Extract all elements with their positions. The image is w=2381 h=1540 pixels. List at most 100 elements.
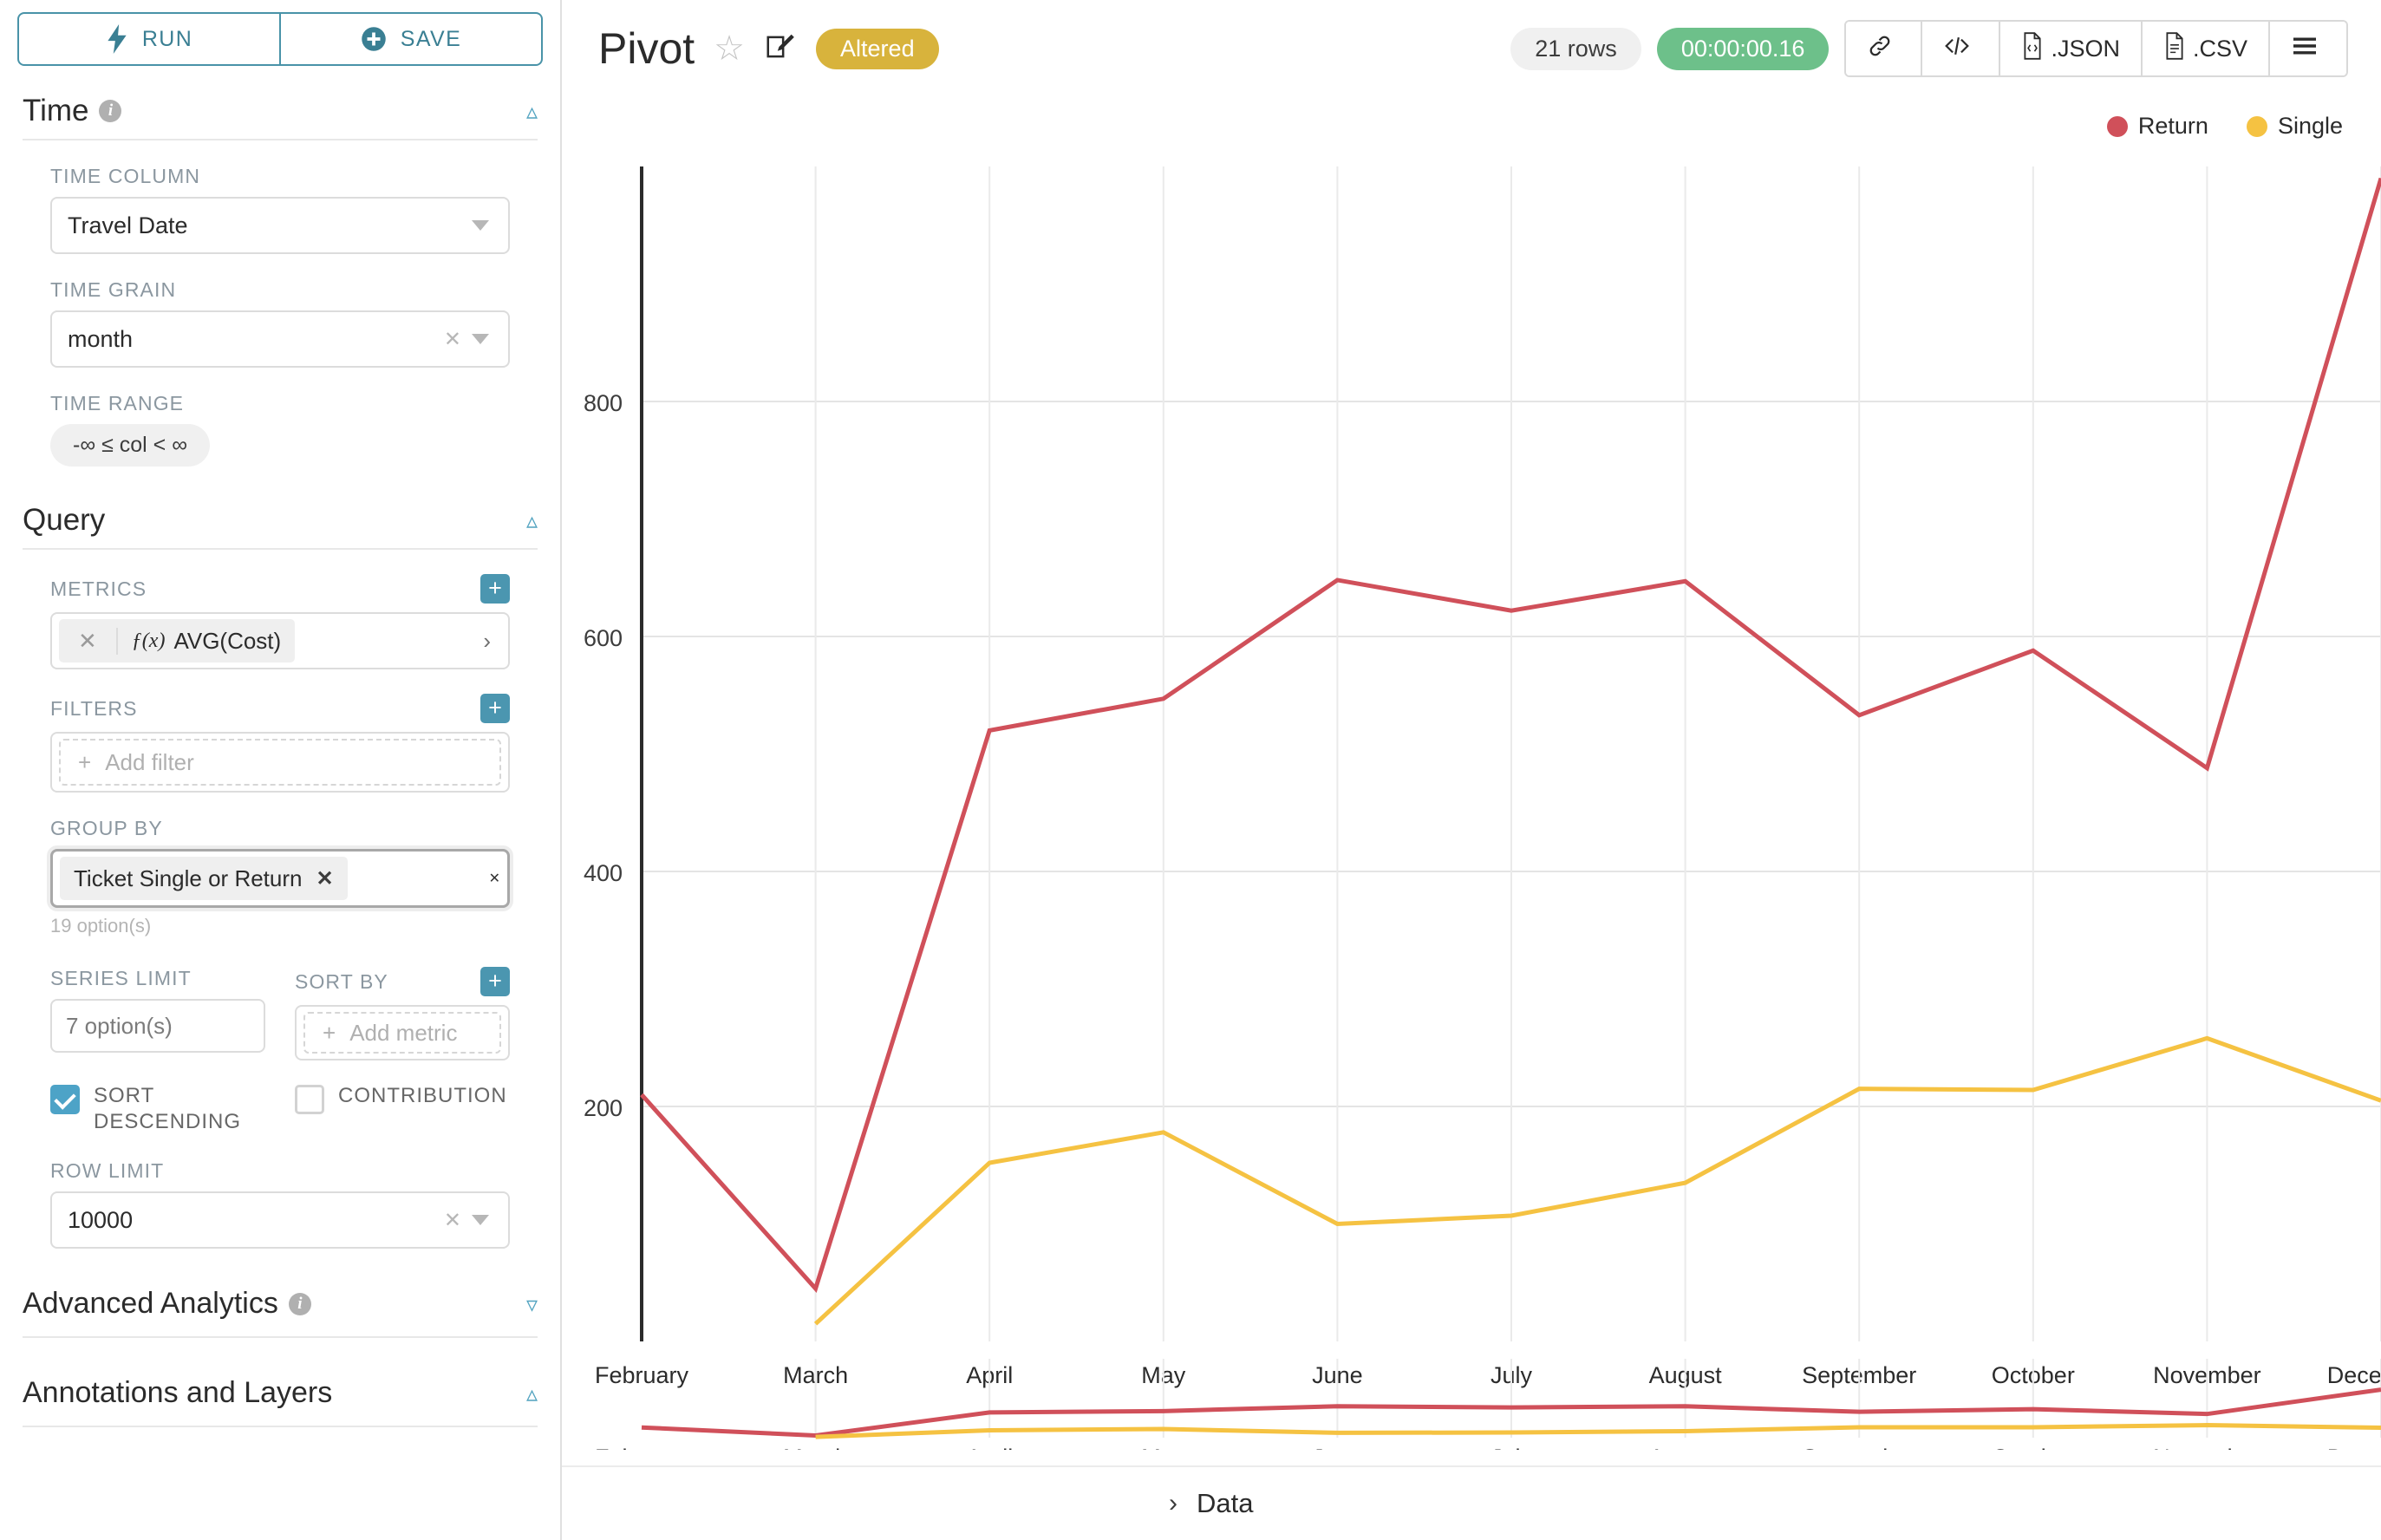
time-column-value: Travel Date bbox=[68, 212, 188, 238]
filters-label-row: FILTERS + bbox=[50, 694, 510, 723]
annotations-title: Annotations and Layers bbox=[23, 1376, 333, 1409]
contribution-checkbox[interactable]: CONTRIBUTION bbox=[295, 1083, 510, 1135]
y-axis-tick-label: 200 bbox=[584, 1095, 623, 1121]
remove-group-by-icon[interactable]: ✕ bbox=[316, 866, 334, 891]
chevron-up-icon[interactable]: ▵ bbox=[525, 1380, 538, 1406]
chevron-up-icon[interactable]: ▵ bbox=[525, 507, 538, 533]
save-button[interactable]: SAVE bbox=[281, 12, 543, 66]
legend-item-single[interactable]: Single bbox=[2246, 113, 2343, 140]
checkbox-checked-icon[interactable] bbox=[50, 1085, 80, 1114]
y-axis-tick-label: 400 bbox=[584, 860, 623, 886]
chevron-down-icon bbox=[472, 220, 489, 231]
embed-code-button[interactable] bbox=[1922, 22, 2001, 75]
clear-icon[interactable]: ✕ bbox=[443, 327, 461, 351]
chart-legend: Return Single bbox=[2106, 113, 2343, 140]
function-icon: ƒ(x) bbox=[131, 629, 166, 652]
sort-descending-label: SORT DESCENDING bbox=[94, 1084, 242, 1133]
annotations-title-wrap: Annotations and Layers bbox=[23, 1376, 332, 1410]
export-json-button[interactable]: .JSON bbox=[2000, 22, 2143, 75]
time-grain-field: TIME GRAIN month ✕ bbox=[0, 278, 560, 368]
chevron-up-icon[interactable]: ▵ bbox=[525, 98, 538, 124]
legend-label: Return bbox=[2137, 113, 2208, 139]
row-limit-label: ROW LIMIT bbox=[50, 1159, 165, 1182]
chart-panel: Pivot ☆ Altered 21 rows 00:00:00.16 bbox=[562, 0, 2381, 1540]
group-by-label: GROUP BY bbox=[50, 817, 163, 839]
more-menu-button[interactable] bbox=[2270, 22, 2346, 75]
json-file-icon bbox=[2021, 31, 2044, 66]
limit-sort-row: SERIES LIMIT 7 option(s) SORT BY + + Add… bbox=[0, 967, 560, 1060]
metrics-field: METRICS + ✕ ƒ(x) AVG(Cost) › bbox=[0, 574, 560, 669]
info-icon[interactable]: i bbox=[99, 100, 122, 122]
chart-canvas[interactable]: Return Single 200 400 600 800 February March A… bbox=[562, 97, 2381, 1458]
page-title: Pivot bbox=[598, 24, 695, 73]
chevron-right-icon: › bbox=[1169, 1489, 1177, 1517]
line-chart-svg[interactable]: 200 400 600 800 February March April May June Jul… bbox=[562, 149, 2381, 1450]
annotations-divider bbox=[23, 1426, 538, 1427]
clear-icon[interactable]: ✕ bbox=[443, 1208, 461, 1232]
annotations-header[interactable]: Annotations and Layers ▵ bbox=[0, 1376, 560, 1410]
sort-by-tokenbox[interactable]: + Add metric bbox=[295, 1005, 510, 1060]
add-sort-metric-dropzone[interactable]: + Add metric bbox=[303, 1012, 501, 1054]
group-by-tokenbox[interactable]: Ticket Single or Return ✕ ✕ bbox=[50, 849, 510, 908]
advanced-analytics-header[interactable]: Advanced Analytics i ▿ bbox=[0, 1287, 560, 1321]
filters-field: FILTERS + + Add filter bbox=[0, 694, 560, 793]
series-limit-select[interactable]: 7 option(s) bbox=[50, 999, 265, 1053]
advanced-analytics-title-wrap: Advanced Analytics i bbox=[23, 1287, 311, 1321]
time-section-title: Time bbox=[23, 94, 89, 127]
metric-token[interactable]: ✕ ƒ(x) AVG(Cost) bbox=[59, 619, 296, 662]
series-limit-field: SERIES LIMIT 7 option(s) bbox=[50, 967, 265, 1060]
chevron-down-icon bbox=[472, 1215, 489, 1225]
chevron-right-icon[interactable]: › bbox=[483, 627, 491, 654]
row-limit-select[interactable]: 10000 ✕ bbox=[50, 1191, 510, 1249]
y-axis-tick-label: 800 bbox=[584, 390, 623, 416]
checkbox-unchecked-icon[interactable] bbox=[295, 1085, 324, 1114]
time-column-select[interactable]: Travel Date bbox=[50, 197, 510, 254]
metric-token-label: ƒ(x) AVG(Cost) bbox=[118, 628, 295, 655]
contribution-label: CONTRIBUTION bbox=[338, 1084, 507, 1107]
add-metric-button[interactable]: + bbox=[480, 574, 510, 604]
sort-by-field: SORT BY + + Add metric bbox=[295, 967, 510, 1060]
star-icon[interactable]: ☆ bbox=[714, 29, 746, 68]
filters-label: FILTERS bbox=[50, 696, 138, 720]
time-grain-select[interactable]: month ✕ bbox=[50, 310, 510, 368]
share-link-button[interactable] bbox=[1846, 22, 1923, 75]
group-by-field: GROUP BY Ticket Single or Return ✕ ✕ 19 … bbox=[0, 817, 560, 937]
time-range-pill[interactable]: -∞ ≤ col < ∞ bbox=[50, 424, 211, 467]
bolt-icon bbox=[106, 24, 128, 54]
query-section-header[interactable]: Query ▵ bbox=[0, 503, 560, 538]
legend-item-return[interactable]: Return bbox=[2106, 113, 2208, 140]
chevron-down-icon[interactable]: ▿ bbox=[525, 1290, 538, 1317]
plus-circle-icon bbox=[361, 26, 387, 52]
metrics-tokenbox[interactable]: ✕ ƒ(x) AVG(Cost) › bbox=[50, 612, 510, 669]
time-section-header[interactable]: Time i ▵ bbox=[0, 73, 560, 139]
legend-color-swatch bbox=[2106, 115, 2128, 137]
time-range-field: TIME RANGE -∞ ≤ col < ∞ bbox=[0, 392, 560, 467]
brush-x-axis-tick-label: May bbox=[1141, 1445, 1186, 1450]
metric-name: AVG(Cost) bbox=[173, 627, 282, 654]
remove-metric-icon[interactable]: ✕ bbox=[59, 627, 118, 655]
brush-x-axis-tick-label: June bbox=[1312, 1445, 1363, 1450]
series-line-single bbox=[813, 1035, 2381, 1326]
brush-x-axis-tick-label: July bbox=[1491, 1445, 1533, 1450]
clear-icon[interactable]: ✕ bbox=[488, 871, 500, 886]
data-section-toggle[interactable]: › Data bbox=[562, 1465, 2381, 1540]
advanced-analytics-divider bbox=[23, 1336, 538, 1338]
add-filter-plus-button[interactable]: + bbox=[480, 694, 510, 723]
export-csv-button[interactable]: .CSV bbox=[2142, 22, 2270, 75]
add-metric-label: Add metric bbox=[349, 1019, 458, 1046]
row-count-badge: 21 rows bbox=[1510, 27, 1641, 70]
row-limit-value: 10000 bbox=[68, 1206, 134, 1233]
time-range-label: TIME RANGE bbox=[50, 392, 185, 414]
filters-tokenbox[interactable]: + Add filter bbox=[50, 732, 510, 793]
add-sort-metric-button[interactable]: + bbox=[480, 967, 510, 996]
run-button[interactable]: RUN bbox=[17, 12, 281, 66]
sort-by-label-row: SORT BY + bbox=[295, 967, 510, 996]
sort-descending-checkbox[interactable]: SORT DESCENDING bbox=[50, 1083, 265, 1135]
group-by-token-text: Ticket Single or Return bbox=[74, 865, 303, 891]
checkbox-row: SORT DESCENDING CONTRIBUTION bbox=[0, 1083, 560, 1135]
add-filter-dropzone[interactable]: + Add filter bbox=[59, 739, 501, 786]
edit-icon[interactable] bbox=[764, 30, 797, 68]
info-icon[interactable]: i bbox=[288, 1292, 311, 1315]
group-by-token[interactable]: Ticket Single or Return ✕ bbox=[60, 857, 348, 900]
